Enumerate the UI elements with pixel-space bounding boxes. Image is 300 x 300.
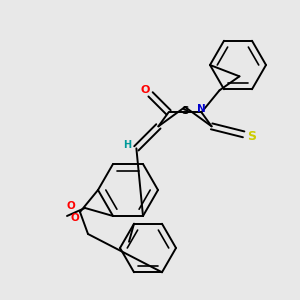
Text: H: H <box>123 140 131 150</box>
Text: O: O <box>67 201 75 211</box>
Text: O: O <box>141 85 150 95</box>
Text: S: S <box>181 106 189 116</box>
Text: N: N <box>197 104 206 114</box>
Text: O: O <box>70 213 80 223</box>
Text: S: S <box>247 130 256 143</box>
